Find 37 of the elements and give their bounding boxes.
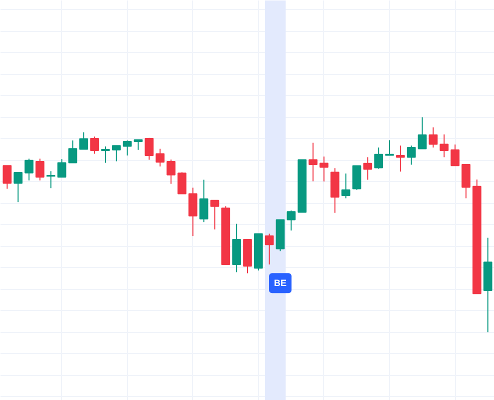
candlestick xyxy=(418,116,427,150)
candlestick xyxy=(36,158,44,181)
candlestick xyxy=(2,165,12,190)
candlestick xyxy=(101,146,110,164)
candlestick xyxy=(385,140,394,156)
candlestick xyxy=(462,164,470,199)
candlestick xyxy=(112,145,121,162)
candlestick xyxy=(156,148,165,167)
candlestick xyxy=(178,172,186,194)
candlestick xyxy=(264,233,274,265)
candlestick xyxy=(144,137,154,160)
candlestick xyxy=(210,200,220,230)
candlestick xyxy=(440,134,449,158)
candlestick xyxy=(428,126,438,148)
candlestick xyxy=(57,158,66,178)
candlestick xyxy=(134,139,143,150)
candlestick xyxy=(79,132,88,150)
annotation: BE xyxy=(274,278,287,288)
candlestick xyxy=(199,179,208,223)
candlestick xyxy=(308,142,318,182)
candlestick xyxy=(396,145,405,172)
candlestick xyxy=(286,210,296,231)
candlestick xyxy=(68,140,78,164)
candlestick xyxy=(46,170,56,189)
candlestick xyxy=(341,173,350,199)
candlestick xyxy=(406,145,416,166)
candlestick xyxy=(352,165,362,190)
candlestick xyxy=(166,159,176,184)
candlestick xyxy=(24,158,34,181)
candlestick xyxy=(450,144,460,166)
candlestick xyxy=(90,136,99,154)
candlestick xyxy=(122,140,132,156)
candlestick xyxy=(320,156,328,182)
candlestick xyxy=(14,172,23,203)
candlestick xyxy=(188,187,198,237)
candlestick xyxy=(363,156,372,180)
candlestick xyxy=(374,147,384,170)
